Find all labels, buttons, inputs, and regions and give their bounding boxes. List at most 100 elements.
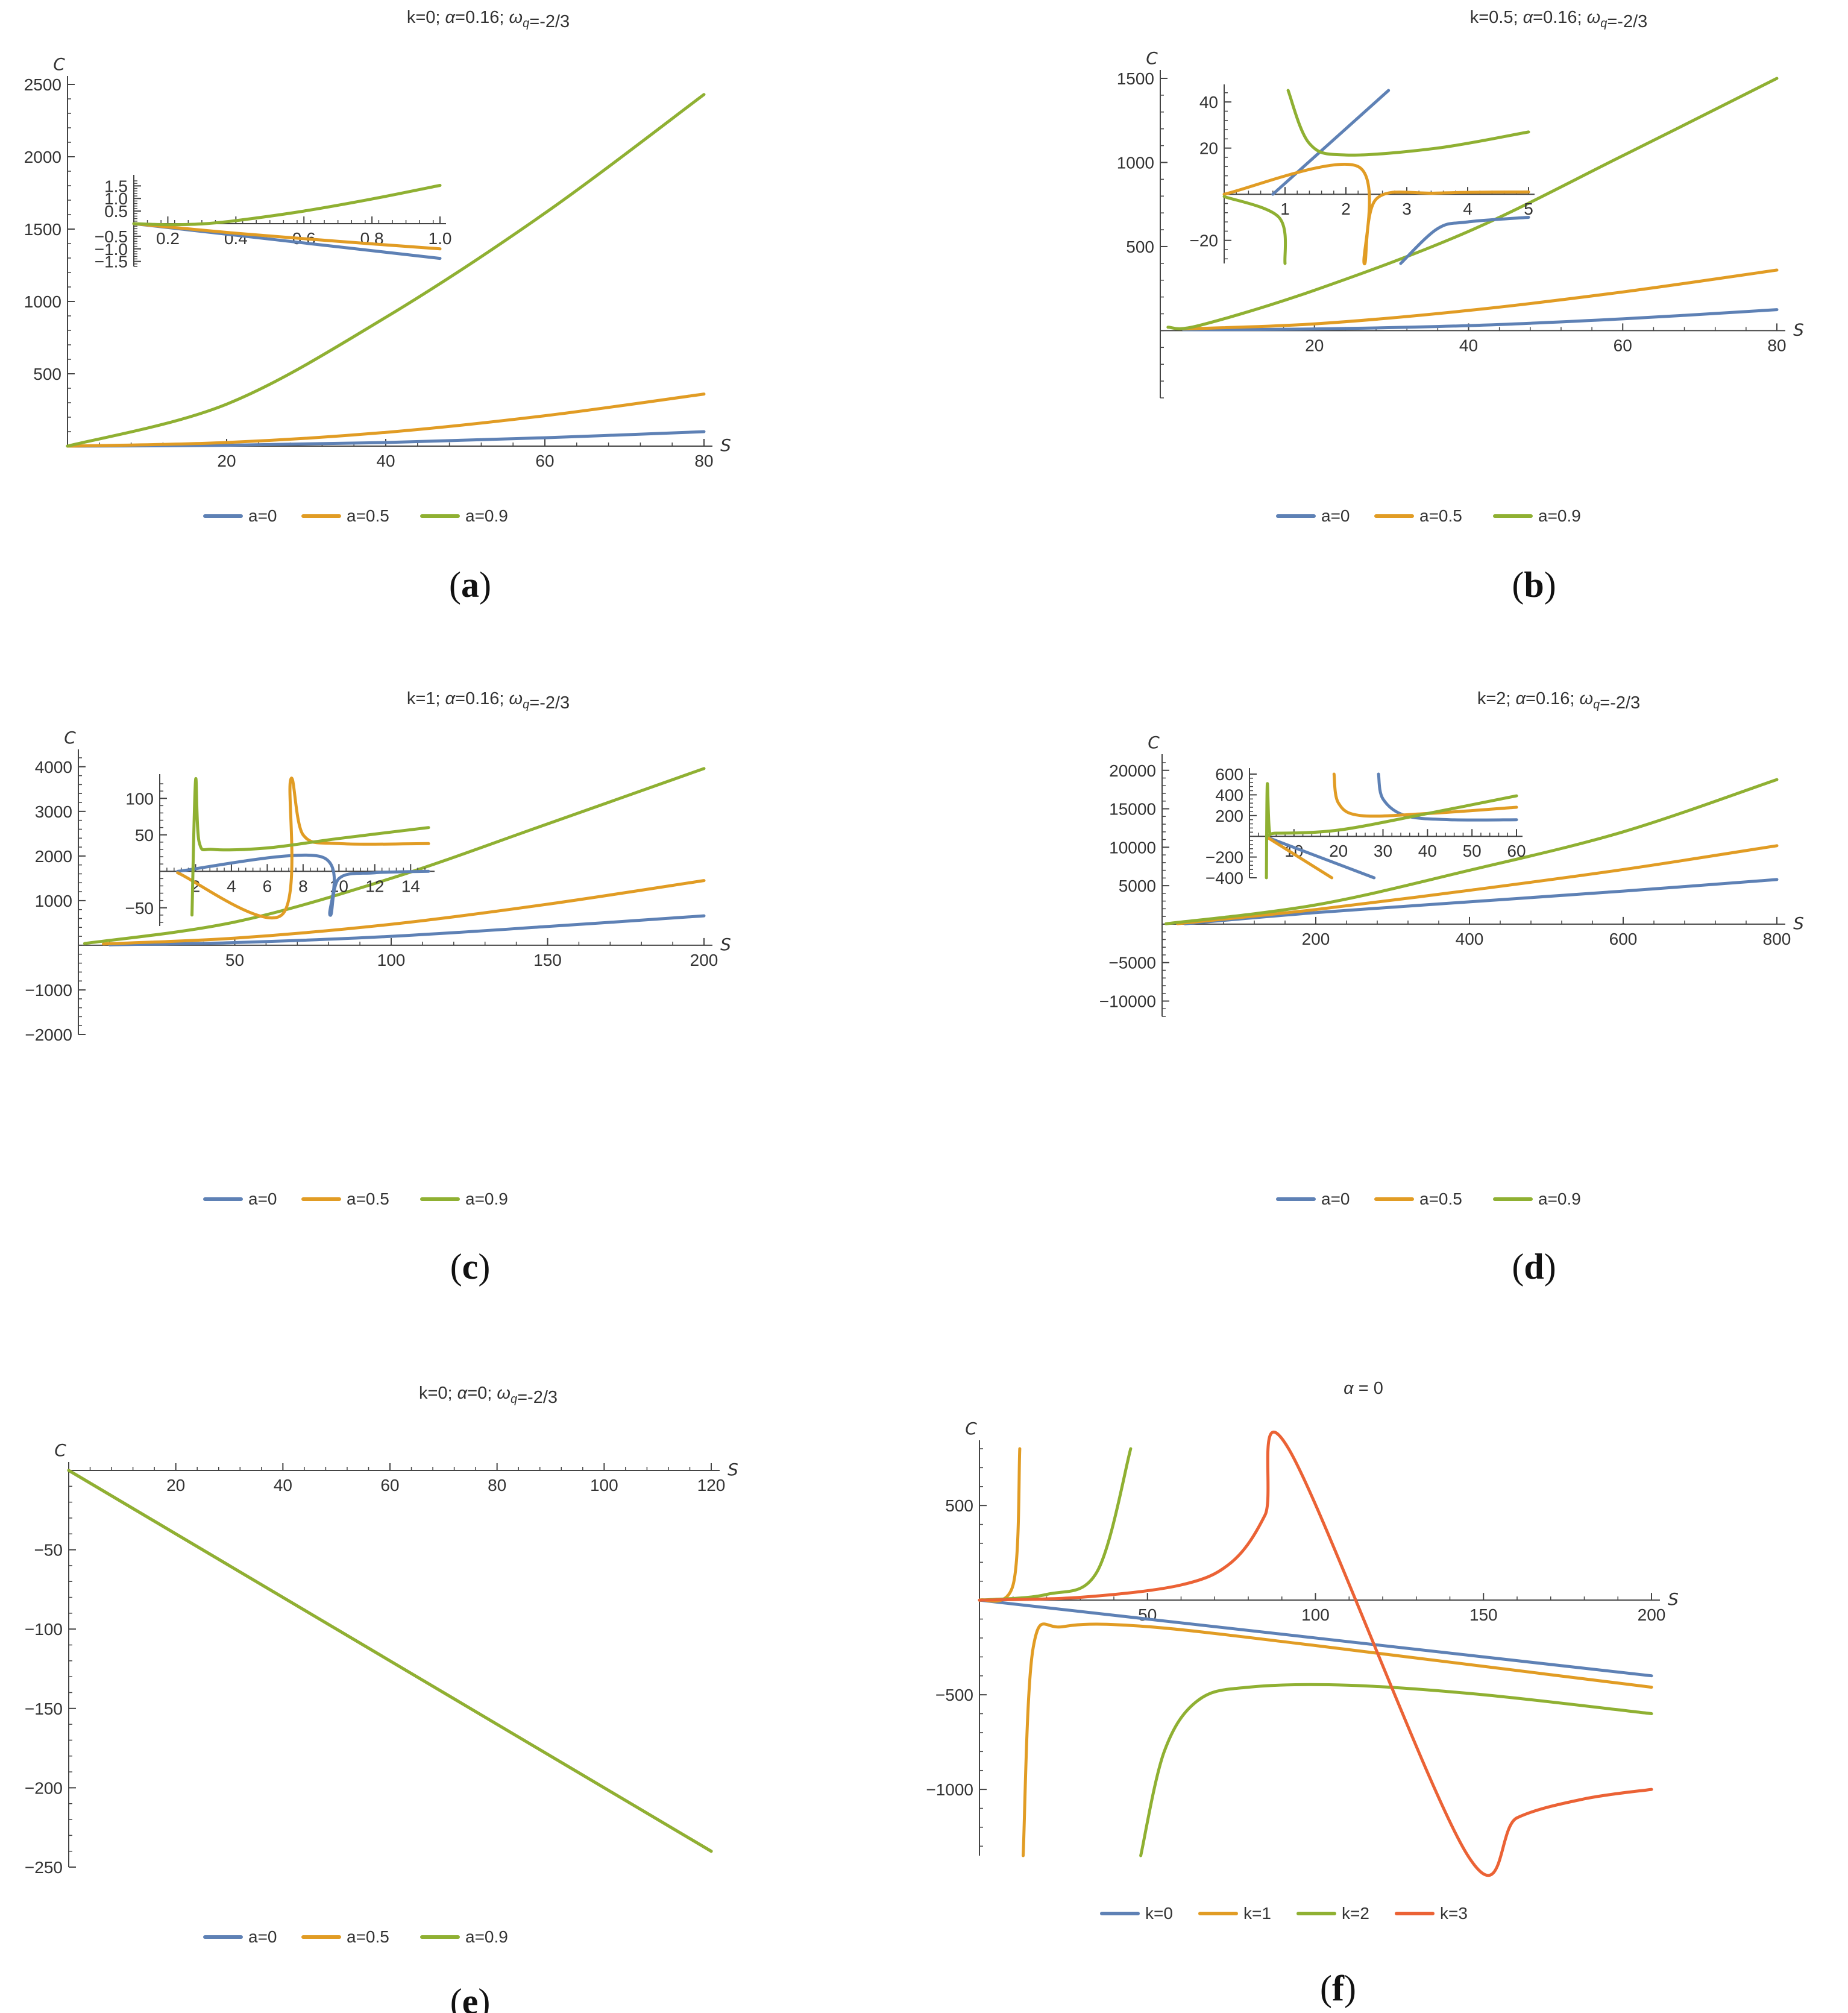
chart-f-x-tick-label: 150	[1469, 1605, 1498, 1624]
chart-c-inset-x-tick-label: 4	[227, 877, 236, 895]
chart-b-legend-label: a=0.9	[1538, 506, 1581, 525]
chart-b-inset-y-tick-label: 40	[1199, 93, 1218, 112]
chart-f-series-k2-branch-1	[1139, 1683, 1653, 1857]
chart-c-x-tick-label: 50	[225, 951, 244, 969]
chart-a-y-tick-label: 2000	[24, 148, 61, 166]
chart-b-inset-series-a0	[1271, 89, 1391, 196]
chart-d-inset-y-tick-label: 400	[1215, 786, 1243, 804]
chart-b-y-axis-name: C	[1146, 48, 1158, 68]
chart-b-x-tick-label: 20	[1305, 336, 1324, 354]
chart-d-inset-y-tick-label: 200	[1215, 807, 1243, 825]
chart-e-y-tick-label: −200	[25, 1778, 63, 1797]
chart-c-series-a0	[108, 914, 706, 947]
chart-a-inset-y-tick-label: −0.5	[95, 227, 128, 246]
chart-d-inset-series-a0	[1266, 836, 1376, 880]
chart-b-x-tick-label: 80	[1767, 336, 1786, 354]
chart-e-y-tick-label: −100	[25, 1620, 63, 1639]
chart-d-y-tick-label: 15000	[1109, 800, 1156, 819]
chart-f-y-tick-label: −1000	[926, 1780, 973, 1799]
chart-d-inset-series-a09	[1265, 782, 1518, 880]
chart-e-title: k=0; α=0; ωq=-2/3	[419, 1384, 558, 1407]
chart-d-inset-x-tick-label: 60	[1507, 842, 1526, 860]
chart-b-inset-y-tick-label: −20	[1190, 232, 1219, 250]
chart-d-x-tick-label: 600	[1609, 930, 1638, 948]
chart-d-x-axis-name: S	[1793, 913, 1804, 933]
chart-d-legend-label: a=0.9	[1538, 1189, 1581, 1208]
chart-b-inset-y-tick-label: 20	[1199, 139, 1218, 158]
chart-c-x-axis-name: S	[720, 934, 731, 954]
chart-f-series-k3	[978, 1430, 1653, 1877]
chart-b-x-tick-label: 60	[1614, 336, 1632, 354]
chart-b-inset-x-tick-label: 1	[1280, 200, 1290, 218]
chart-d-inset-y-tick-label: −200	[1205, 848, 1243, 867]
chart-c-y-axis-name: C	[64, 728, 76, 748]
chart-c-y-tick-label: 1000	[35, 892, 72, 910]
chart-e-legend: a=0 a=0.5 a=0.9	[203, 1927, 508, 1946]
chart-a-legend-label: a=0.5	[347, 506, 389, 525]
chart-c-y-tick-label: −1000	[25, 981, 72, 1000]
chart-c-inset-x-tick-label: 12	[365, 877, 384, 895]
chart-f-x-tick-label: 100	[1301, 1605, 1330, 1624]
chart-c: k=1; α=0.16; ωq=-2/3 50 100 150 200 −2000 −100…	[25, 689, 731, 1287]
chart-a-series-a09	[66, 93, 706, 448]
chart-b-title: k=0.5; α=0.16; ωq=-2/3	[1470, 8, 1648, 31]
chart-d-y-tick-label: 5000	[1119, 877, 1156, 895]
chart-c-inset-series-a0	[176, 853, 430, 917]
chart-e-x-tick-label: 20	[166, 1476, 185, 1495]
chart-d-x-tick-label: 800	[1763, 930, 1791, 948]
chart-d-series-a0	[1183, 878, 1779, 925]
chart-f-y-axis-name: C	[965, 1419, 977, 1438]
chart-c-y-tick-label: 3000	[35, 802, 72, 821]
chart-b-inset-series-a09	[1222, 195, 1287, 265]
chart-a-y-tick-label: 1000	[24, 292, 61, 311]
chart-f-legend-label: k=3	[1440, 1904, 1468, 1923]
chart-c-inset-x-tick-label: 6	[263, 877, 272, 895]
chart-e-legend-label: a=0.9	[465, 1927, 508, 1946]
chart-b-panel-label: (b)	[1512, 565, 1556, 605]
chart-c-series-a05	[102, 879, 706, 946]
chart-c-x-tick-label: 150	[533, 951, 562, 969]
chart-d-title: k=2; α=0.16; ωq=-2/3	[1477, 689, 1640, 713]
chart-f-legend-label: k=2	[1342, 1904, 1369, 1923]
chart-e-y-tick-label: −250	[25, 1858, 63, 1877]
chart-e-legend-label: a=0	[248, 1927, 277, 1946]
chart-d-y-tick-label: 20000	[1109, 761, 1156, 780]
chart-b-inset-series-a05	[1222, 162, 1530, 265]
chart-d-legend-label: a=0.5	[1419, 1189, 1462, 1208]
chart-e-x-tick-label: 80	[488, 1476, 506, 1495]
chart-f-y-tick-label: 500	[945, 1496, 973, 1515]
chart-a: k=0; α=0.16; ωq=-2/3 20 40 60 80 500 1000 1500 2…	[24, 8, 731, 605]
chart-a-inset-series-a09	[132, 184, 442, 227]
chart-c-inset-y-tick-label: −50	[125, 899, 154, 918]
chart-e-y-tick-label: −50	[34, 1541, 63, 1560]
chart-b-inset-series-a0-branch-1	[1399, 216, 1530, 265]
chart-a-series-a05	[66, 392, 706, 448]
chart-c-legend-label: a=0.5	[347, 1189, 389, 1208]
chart-e: k=0; α=0; ωq=-2/3 20 40 60 80 100 120 −50 −100 −1…	[25, 1384, 738, 2013]
chart-f-legend: k=0 k=1 k=2 k=3	[1100, 1904, 1468, 1923]
chart-d-x-tick-label: 400	[1456, 930, 1484, 948]
chart-b-series-a05	[1181, 268, 1779, 331]
chart-a-inset-y-tick-label: −1.5	[95, 253, 128, 271]
chart-d: k=2; α=0.16; ωq=-2/3 200 400 600 800 −10000 −5…	[1099, 689, 1804, 1287]
chart-e-x-tick-label: 100	[590, 1476, 618, 1495]
chart-c-legend-label: a=0	[248, 1189, 277, 1208]
chart-d-y-axis-name: C	[1148, 732, 1160, 752]
chart-f-y-tick-label: −500	[935, 1686, 973, 1704]
chart-d-inset-x-tick-label: 40	[1418, 842, 1437, 860]
chart-d-panel-label: (d)	[1512, 1247, 1556, 1287]
chart-f-series-k1-branch-1	[1022, 1622, 1653, 1857]
chart-a-panel-label: (a)	[449, 565, 491, 605]
chart-b-inset-x-tick-label: 5	[1524, 200, 1533, 218]
chart-b: k=0.5; α=0.16; ωq=-2/3 20 40 60 80 500 1000 150…	[1117, 8, 1804, 605]
chart-f-panel-label: (f)	[1320, 1968, 1356, 2008]
chart-f-legend-label: k=0	[1145, 1904, 1173, 1923]
chart-c-y-tick-label: 2000	[35, 847, 72, 866]
chart-a-title: k=0; α=0.16; ωq=-2/3	[407, 8, 570, 31]
chart-c-title: k=1; α=0.16; ωq=-2/3	[407, 689, 570, 713]
